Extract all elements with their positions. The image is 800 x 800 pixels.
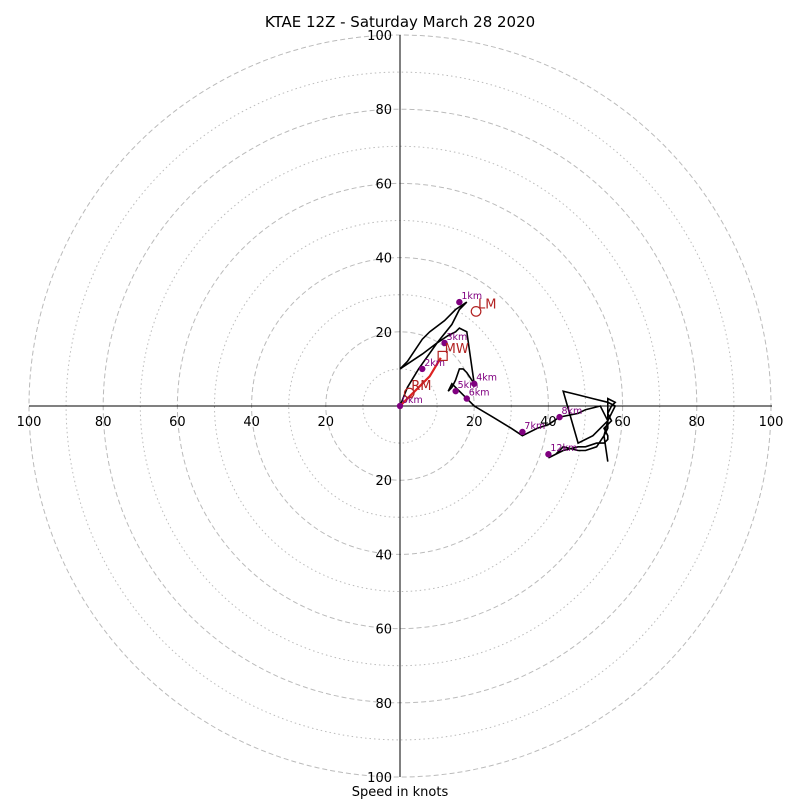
height-marker (419, 365, 426, 373)
height-marker-label: 5km (458, 380, 479, 391)
height-marker (452, 387, 459, 395)
x-tick-label: 100 (17, 415, 42, 430)
height-marker-label: 1km (461, 291, 482, 302)
height-marker (519, 428, 526, 436)
y-tick-label: 20 (375, 326, 392, 341)
height-marker-label: 2km (424, 358, 445, 369)
storm-motion-marker (437, 350, 448, 362)
y-tick-label: 100 (367, 771, 392, 786)
storm-motion-label: MW (445, 342, 469, 357)
y-tick-label: 100 (367, 29, 392, 44)
y-tick-label: 60 (375, 177, 392, 192)
chart-title: KTAE 12Z - Saturday March 28 2020 (265, 13, 535, 31)
height-marker (471, 380, 478, 387)
storm-motions: LM MW RM (403, 297, 497, 399)
storm-motion-marker (470, 305, 482, 317)
storm-motion-marker (403, 387, 415, 399)
x-tick-label: 100 (759, 415, 784, 430)
y-tick-label: 60 (375, 623, 392, 638)
height-marker-label: 7km (524, 421, 545, 432)
height-marker (556, 413, 563, 421)
height-marker-label: 12km (550, 443, 577, 454)
height-marker-label: 8km (562, 406, 583, 417)
height-marker-label: 4km (476, 373, 497, 384)
storm-motion-label: LM (478, 297, 496, 312)
x-tick-label: 20 (318, 415, 335, 430)
height-marker (456, 298, 463, 306)
x-tick-label: 20 (466, 415, 483, 430)
x-tick-label: 80 (95, 415, 112, 430)
mean-wind-shear-line (399, 357, 442, 407)
hodograph-trace (399, 301, 617, 462)
hodograph-data (399, 301, 617, 462)
height-marker-label: 6km (469, 388, 490, 399)
storm-motion-label: RM (411, 379, 431, 394)
x-tick-label: 80 (689, 415, 706, 430)
height-marker (463, 395, 470, 402)
height-marker (396, 402, 404, 410)
height-marker (545, 451, 552, 458)
x-axis-label: Speed in knots (352, 785, 449, 800)
height-marker-label: 3km (447, 332, 468, 343)
height-marker (441, 339, 448, 347)
y-tick-label: 80 (375, 103, 392, 118)
y-tick-label: 80 (375, 697, 392, 712)
x-tick-label: 60 (614, 415, 631, 430)
y-tick-label: 40 (375, 252, 392, 267)
y-tick-label: 20 (375, 474, 392, 489)
x-tick-label: 40 (243, 415, 260, 430)
x-tick-label: 60 (169, 415, 186, 430)
height-marker-label: 0km (402, 395, 423, 406)
y-tick-label: 40 (375, 548, 392, 563)
